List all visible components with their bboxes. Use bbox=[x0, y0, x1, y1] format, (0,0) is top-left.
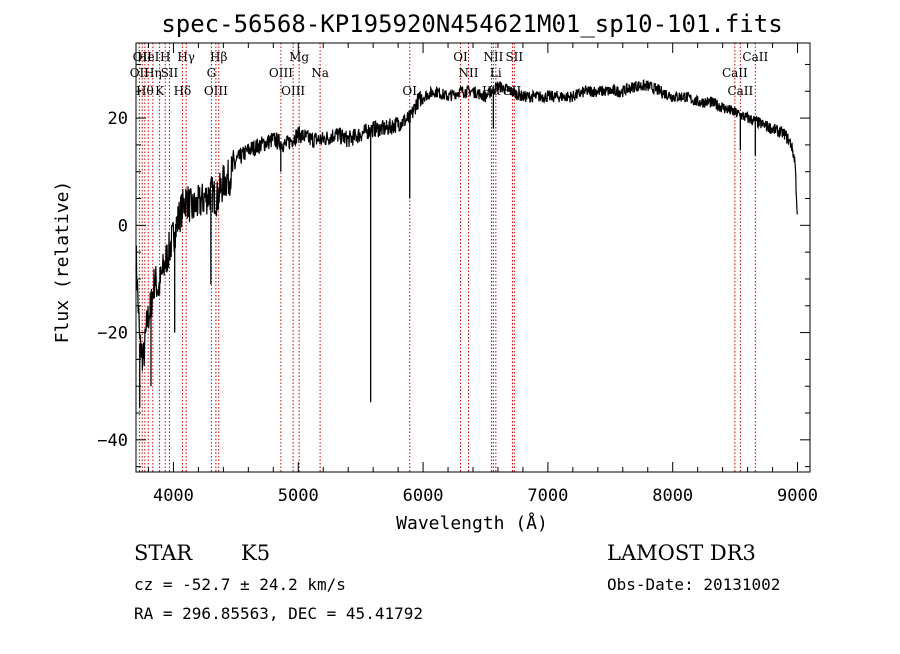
spectral-line-label: NII bbox=[483, 50, 503, 64]
spectral-line-label: Hη bbox=[144, 66, 162, 80]
x-tick-label: 6000 bbox=[403, 486, 444, 506]
survey-name: LAMOST DR3 bbox=[607, 541, 756, 565]
y-tick-label: −40 bbox=[97, 431, 128, 451]
spectral-line-label: Hθ bbox=[136, 84, 154, 98]
spectral-line-label: OIII bbox=[281, 84, 305, 98]
y-tick-label: −20 bbox=[97, 324, 128, 344]
chart-title: spec-56568-KP195920N454621M01_sp10-101.f… bbox=[161, 10, 782, 38]
absorption-features bbox=[139, 89, 756, 408]
spectral-line-label: K bbox=[155, 84, 165, 98]
spectral-line-label: OI bbox=[402, 84, 417, 98]
subclass: K5 bbox=[241, 541, 270, 565]
spectral-line-label: H bbox=[160, 50, 170, 64]
spectral-line-label: HeI bbox=[137, 50, 160, 64]
spectral-line-label: Hγ bbox=[177, 50, 195, 64]
spectral-line-label: NII bbox=[459, 66, 479, 80]
coordinates: RA = 296.85563, DEC = 45.41792 bbox=[134, 604, 423, 623]
spectral-line-label: Mg bbox=[289, 50, 309, 64]
spectral-line-label: OIII bbox=[269, 66, 293, 80]
spectrum-line bbox=[135, 79, 798, 372]
y-axis-label: Flux (relative) bbox=[52, 181, 73, 344]
spectral-line-labels: OIIOIIHθHeIHηKHSIIHδHγGOIIIHβOIIIOIIIMgN… bbox=[130, 50, 769, 98]
spectral-line-label: SII bbox=[161, 66, 179, 80]
spectral-line-markers bbox=[138, 43, 756, 472]
x-tick-label: 7000 bbox=[527, 486, 568, 506]
spectral-line-label: OI bbox=[453, 50, 468, 64]
spectral-line-label: Hβ bbox=[210, 50, 227, 64]
spectral-line-label: SII bbox=[505, 50, 523, 64]
plot-frame bbox=[135, 42, 811, 473]
x-tick-label: 5000 bbox=[278, 486, 319, 506]
x-axis-label: Wavelength (Å) bbox=[396, 512, 548, 534]
x-tick-label: 9000 bbox=[777, 486, 818, 506]
x-axis: 4000 5000 6000 7000 8000 9000 bbox=[147, 43, 818, 506]
spectral-line-label: OII bbox=[130, 66, 150, 80]
spectral-line-label: Na bbox=[311, 66, 329, 80]
spectral-line-label: CaII bbox=[742, 50, 768, 64]
y-tick-label: 20 bbox=[108, 109, 128, 129]
spectral-line-label: OIII bbox=[204, 84, 228, 98]
x-tick-label: 8000 bbox=[652, 486, 693, 506]
spectral-line-label: OII bbox=[133, 50, 153, 64]
obs-date: Obs-Date: 20131002 bbox=[607, 575, 780, 594]
y-axis: −40 −20 0 20 bbox=[97, 63, 810, 468]
spectral-line-label: CaII bbox=[727, 84, 753, 98]
spectral-line-label: CaII bbox=[722, 66, 748, 80]
y-tick-label: 0 bbox=[118, 216, 128, 236]
spectral-line-label: Hδ bbox=[174, 84, 192, 98]
redshift-cz: cz = -52.7 ± 24.2 km/s bbox=[134, 575, 346, 594]
spectral-line-label: G bbox=[207, 66, 217, 80]
x-tick-label: 4000 bbox=[153, 486, 194, 506]
spectral-line-label: Li bbox=[490, 66, 502, 80]
object-class: STAR bbox=[134, 541, 193, 565]
